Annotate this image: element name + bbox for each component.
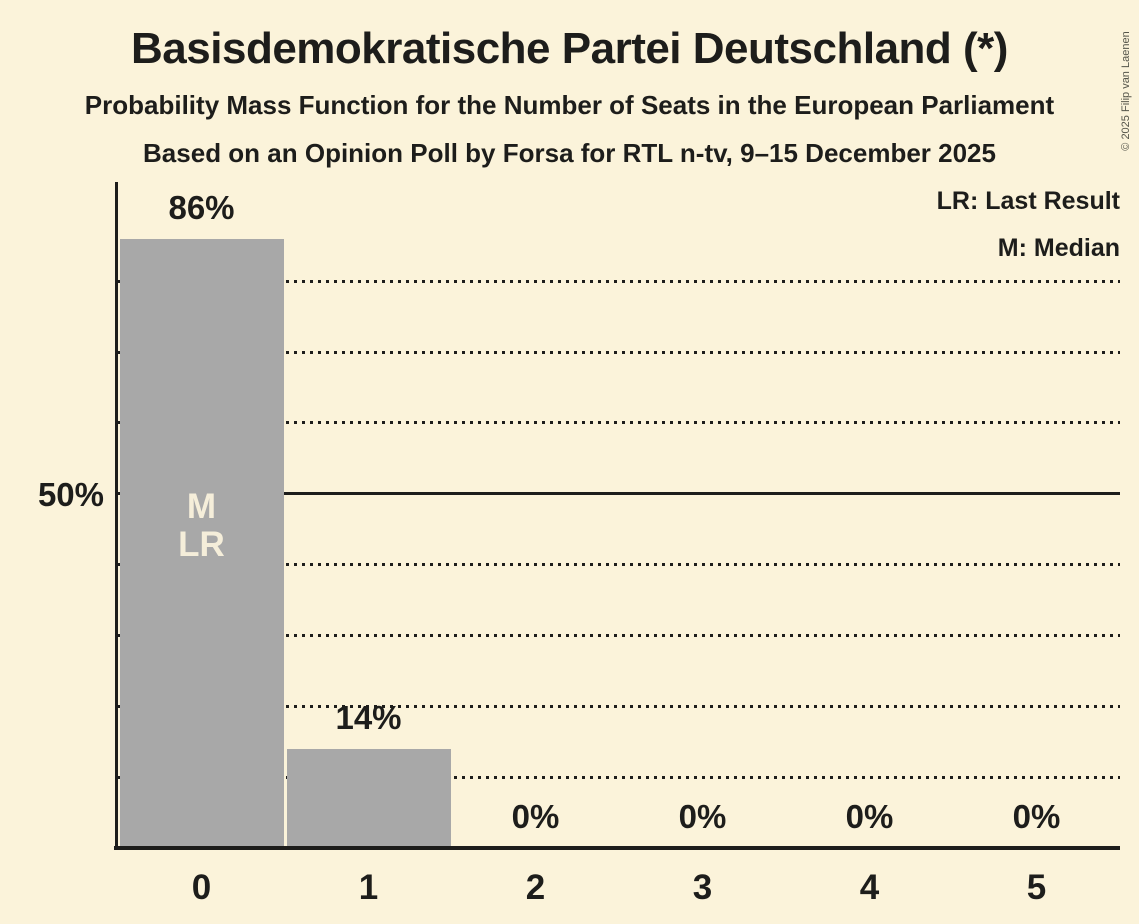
x-tick-label-2: 2 — [525, 868, 546, 907]
bar-inside-annotation-0: M LR — [118, 488, 285, 564]
y-axis-line — [115, 182, 118, 850]
bar-seats-1 — [286, 748, 451, 848]
bar-seats-0 — [119, 238, 284, 848]
gridline-dotted-60pct — [118, 421, 1120, 425]
bar-value-label-3: 0% — [678, 798, 727, 835]
bar-value-label-1: 14% — [335, 698, 402, 736]
x-tick-label-1: 1 — [358, 868, 379, 907]
gridline-solid-50pct — [118, 492, 1120, 496]
gridline-dotted-20pct — [118, 704, 1120, 708]
bar-value-label-5: 0% — [1012, 798, 1061, 835]
gridline-dotted-30pct — [118, 633, 1120, 637]
annotation-lr: LR — [178, 525, 225, 564]
annotation-m: M — [186, 487, 217, 526]
x-axis-line — [114, 846, 1120, 850]
x-tick-label-0: 0 — [191, 868, 212, 907]
chart-subtitle: Probability Mass Function for the Number… — [84, 90, 1055, 120]
gridline-dotted-80pct — [118, 279, 1120, 283]
x-tick-label-3: 3 — [692, 868, 713, 907]
chart-poll-source: Based on an Opinion Poll by Forsa for RT… — [143, 138, 996, 168]
bar-value-label-4: 0% — [845, 798, 894, 835]
legend-last-result: LR: Last Result — [936, 187, 1120, 215]
page-title: Basisdemokratische Partei Deutschland (*… — [131, 24, 1008, 73]
copyright-notice: © 2025 Filip van Laenen — [1120, 31, 1132, 151]
gridline-dotted-40pct — [118, 563, 1120, 567]
x-tick-label-5: 5 — [1026, 868, 1047, 907]
y-axis-tick-label: 50% — [37, 476, 104, 513]
gridline-dotted-70pct — [118, 350, 1120, 354]
legend-median: M: Median — [997, 234, 1120, 262]
bar-value-label-0: 86% — [168, 188, 235, 226]
gridline-dotted-10pct — [118, 775, 1120, 779]
x-tick-label-4: 4 — [859, 868, 880, 907]
bar-value-label-2: 0% — [511, 798, 560, 835]
